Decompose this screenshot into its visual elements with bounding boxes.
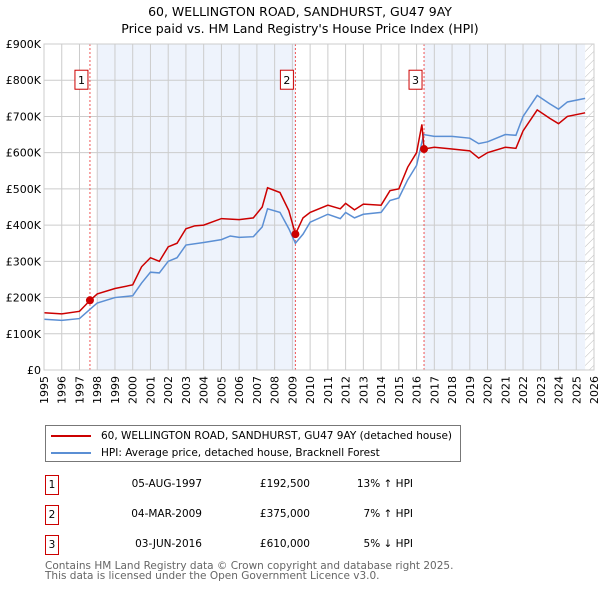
transaction-date: 05-AUG-1997 <box>131 478 202 490</box>
transaction-number: 3 <box>45 535 59 555</box>
x-tick-label: 1996 <box>56 376 69 404</box>
legend-hpi-label: HPI: Average price, detached house, Brac… <box>101 447 380 459</box>
x-tick-label: 2012 <box>340 376 353 404</box>
sale-marker-box <box>74 69 89 90</box>
legend: 60, WELLINGTON ROAD, SANDHURST, GU47 9AY… <box>45 425 461 462</box>
y-tick-label: £900K <box>6 38 42 51</box>
x-tick-label: 2026 <box>588 376 600 404</box>
x-tick-label: 1997 <box>73 376 86 404</box>
transaction-date: 03-JUN-2016 <box>135 538 202 550</box>
y-tick-label: £300K <box>6 255 42 268</box>
x-tick-label: 2005 <box>215 376 228 404</box>
x-tick-label: 2014 <box>375 376 388 404</box>
shaded-range <box>424 44 586 370</box>
y-tick-label: £0 <box>27 364 41 377</box>
x-tick-label: 1999 <box>109 376 122 404</box>
y-tick-label: £600K <box>6 147 42 160</box>
sale-marker-label: 2 <box>283 74 290 87</box>
x-tick-label: 2011 <box>322 376 335 404</box>
legend-property-label: 60, WELLINGTON ROAD, SANDHURST, GU47 9AY… <box>101 430 453 442</box>
transaction-price: £610,000 <box>259 538 310 550</box>
x-tick-label: 2016 <box>411 376 424 404</box>
x-tick-label: 2025 <box>570 376 583 404</box>
y-tick-label: £200K <box>6 292 42 305</box>
x-tick-label: 1998 <box>91 376 104 404</box>
x-tick-label: 2017 <box>428 376 441 404</box>
transaction-row: 3 03-JUN-2016 £610,000 5% ↓ HPI <box>45 535 465 555</box>
x-tick-label: 2013 <box>357 376 370 404</box>
y-tick-label: £500K <box>6 183 42 196</box>
x-tick-label: 2009 <box>286 376 299 404</box>
transaction-hpi-diff: 13% ↑ HPI <box>356 478 413 490</box>
x-tick-label: 2002 <box>162 376 175 404</box>
sale-marker-label: 3 <box>412 74 419 87</box>
x-tick-label: 2001 <box>144 376 157 404</box>
x-tick-label: 2024 <box>553 376 566 404</box>
x-tick-label: 2006 <box>233 376 246 404</box>
x-tick-label: 2010 <box>304 376 317 404</box>
footer-licence: This data is licensed under the Open Gov… <box>45 570 380 582</box>
shaded-range <box>97 44 296 370</box>
transaction-row: 1 05-AUG-1997 £192,500 13% ↑ HPI <box>45 475 465 495</box>
transaction-date: 04-MAR-2009 <box>131 508 202 520</box>
legend-property-swatch <box>51 435 91 437</box>
y-tick-label: £100K <box>6 328 42 341</box>
forecast-hatch <box>585 44 594 370</box>
x-tick-label: 1995 <box>38 376 51 404</box>
chart-title: 60, WELLINGTON ROAD, SANDHURST, GU47 9AY <box>148 4 452 19</box>
transaction-hpi-diff: 7% ↑ HPI <box>363 508 413 520</box>
x-tick-label: 2008 <box>269 376 282 404</box>
y-tick-label: £800K <box>6 74 42 87</box>
sale-point <box>85 296 94 305</box>
x-tick-label: 2021 <box>499 376 512 404</box>
transaction-number: 2 <box>45 505 59 525</box>
x-tick-label: 2003 <box>180 376 193 404</box>
transaction-hpi-diff: 5% ↓ HPI <box>363 538 413 550</box>
x-tick-label: 2023 <box>535 376 548 404</box>
plot-border <box>43 43 595 371</box>
x-tick-label: 2015 <box>393 376 406 404</box>
transaction-number: 1 <box>45 475 59 495</box>
price-chart: 1995 1996 1997 1998 1999 2000 2001 2002 2003 2004… <box>6 38 600 404</box>
chart-subtitle: Price paid vs. HM Land Registry's House … <box>121 21 479 36</box>
footer-copyright: Contains HM Land Registry data © Crown c… <box>45 560 454 572</box>
property-price-line <box>43 108 586 315</box>
x-tick-label: 2018 <box>446 376 459 404</box>
sale-marker-box <box>408 69 423 90</box>
x-tick-label: 2022 <box>517 376 530 404</box>
sale-marker-box <box>279 69 294 90</box>
x-tick-label: 2007 <box>251 376 264 404</box>
x-tick-label: 2000 <box>127 376 140 404</box>
x-tick-label: 2020 <box>482 376 495 404</box>
y-tick-label: £400K <box>6 219 42 232</box>
x-tick-label: 2019 <box>464 376 477 404</box>
sale-point <box>420 145 429 154</box>
x-tick-label: 2004 <box>198 376 211 404</box>
transaction-price: £375,000 <box>259 508 310 520</box>
legend-hpi-swatch <box>51 452 91 454</box>
transaction-row: 2 04-MAR-2009 £375,000 7% ↑ HPI <box>45 505 465 525</box>
y-tick-label: £700K <box>6 110 42 123</box>
sale-point <box>291 230 300 239</box>
hpi-line <box>43 94 586 322</box>
transaction-price: £192,500 <box>259 478 310 490</box>
sale-marker-label: 1 <box>78 74 85 87</box>
